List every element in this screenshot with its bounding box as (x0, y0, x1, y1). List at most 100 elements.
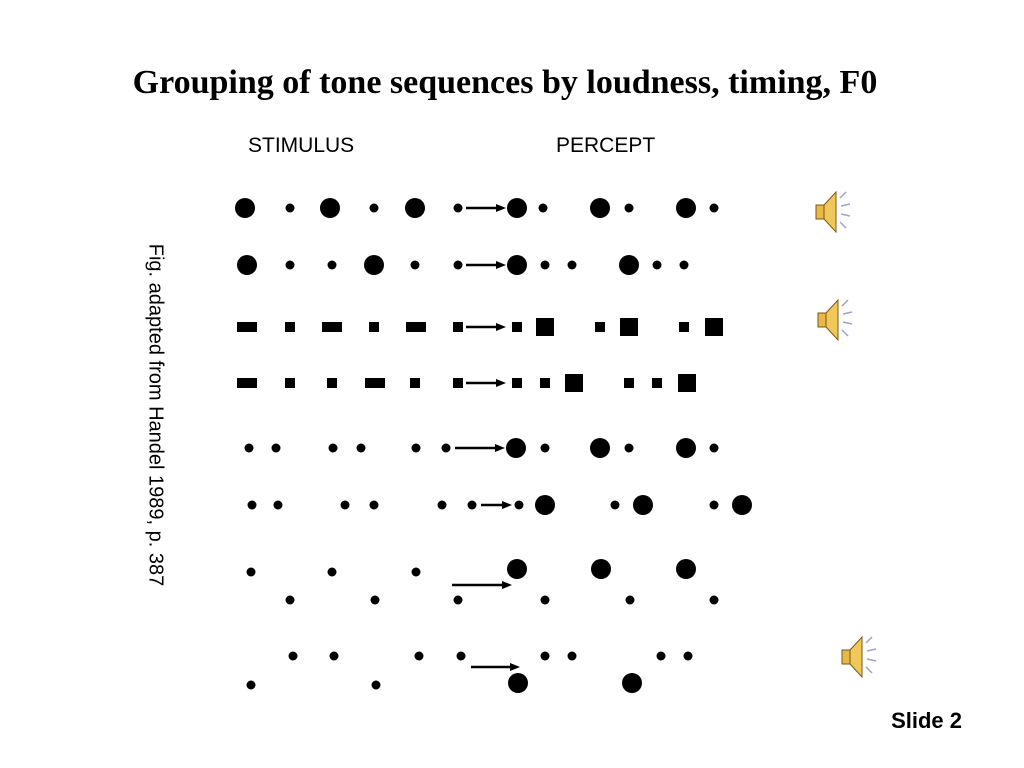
slide-title: Grouping of tone sequences by loudness, … (132, 64, 878, 101)
tone-dot (456, 651, 466, 661)
tone-dot (329, 651, 339, 661)
tone-dot (709, 443, 719, 453)
tone-dot (540, 260, 550, 270)
tone-dot (624, 443, 634, 453)
tone-square (369, 322, 379, 332)
tone-dot (411, 567, 421, 577)
tone-dot (622, 673, 642, 693)
tone-dot (633, 495, 653, 515)
tone-dot (437, 500, 447, 510)
speaker-body (817, 312, 827, 328)
tone-dot (247, 500, 257, 510)
tone-dot (610, 500, 620, 510)
sound-icon[interactable] (815, 190, 851, 234)
sound-icon[interactable] (817, 298, 853, 342)
tone-dot (285, 203, 295, 213)
tone-dot (625, 595, 635, 605)
tone-dot (327, 567, 337, 577)
tone-square (595, 322, 605, 332)
tone-dot (288, 651, 298, 661)
tone-dot (619, 255, 639, 275)
tone-dot (235, 198, 255, 218)
tone-dot (732, 495, 752, 515)
tone-dot (540, 443, 550, 453)
tone-square (679, 322, 689, 332)
tone-dot (453, 260, 463, 270)
tone-square (652, 378, 662, 388)
tone-dot (676, 198, 696, 218)
tone-dot (683, 651, 693, 661)
tone-dot (453, 595, 463, 605)
tone-square (237, 378, 257, 388)
tone-square (285, 322, 295, 332)
tone-dot (507, 198, 527, 218)
percept-label: PERCEPT (556, 134, 656, 157)
tone-square (410, 378, 420, 388)
tone-square (540, 378, 550, 388)
arrow-head (510, 663, 520, 671)
tone-dot (246, 567, 256, 577)
sound-wave (865, 636, 873, 644)
arrow-head (496, 204, 506, 212)
sound-wave (840, 203, 851, 207)
tone-dot (656, 651, 666, 661)
tone-dot (507, 255, 527, 275)
tone-dot (507, 559, 527, 579)
tone-dot (540, 595, 550, 605)
tone-dot (273, 500, 283, 510)
tone-square (365, 378, 385, 388)
sound-wave (841, 299, 849, 307)
tone-square (536, 318, 554, 336)
stimulus-label: STIMULUS (248, 134, 355, 157)
tone-dot (285, 260, 295, 270)
tone-dot (540, 651, 550, 661)
tone-dot (590, 438, 610, 458)
tone-square (512, 378, 522, 388)
tone-dot (453, 203, 463, 213)
tone-dot (356, 443, 366, 453)
tone-square (327, 378, 337, 388)
tone-dot (508, 673, 528, 693)
arrow-head (495, 444, 505, 452)
tone-dot (340, 500, 350, 510)
sound-wave (866, 658, 877, 662)
sound-wave (839, 191, 847, 199)
tone-square (285, 378, 295, 388)
tone-dot (405, 198, 425, 218)
tone-dot (679, 260, 689, 270)
tone-dot (709, 500, 719, 510)
arrow-head (502, 501, 512, 509)
tone-dot (709, 595, 719, 605)
tone-dot (271, 443, 281, 453)
tone-dot (370, 595, 380, 605)
arrow-head (496, 379, 506, 387)
tone-square (322, 322, 342, 332)
tone-dot (709, 203, 719, 213)
tone-square (678, 374, 696, 392)
tone-dot (590, 198, 610, 218)
tone-square (237, 322, 257, 332)
tone-dot (514, 500, 524, 510)
tone-dot (535, 495, 555, 515)
tone-dot (591, 559, 611, 579)
tone-dot (328, 443, 338, 453)
tone-square (453, 378, 463, 388)
tone-dot (652, 260, 662, 270)
sound-wave (841, 329, 849, 337)
tone-dot (538, 203, 548, 213)
slide-number: Slide 2 (891, 708, 962, 733)
tone-dot (369, 203, 379, 213)
sound-wave (866, 648, 877, 652)
tone-dot (624, 203, 634, 213)
arrow-head (496, 261, 506, 269)
tone-square (453, 322, 463, 332)
speaker-body (815, 204, 825, 220)
speaker-body (841, 649, 851, 665)
sound-icon[interactable] (841, 635, 877, 679)
speaker-cone (825, 298, 839, 342)
sound-wave (840, 213, 851, 217)
tone-dot (567, 651, 577, 661)
tone-dot (320, 198, 340, 218)
sound-wave (842, 311, 853, 315)
